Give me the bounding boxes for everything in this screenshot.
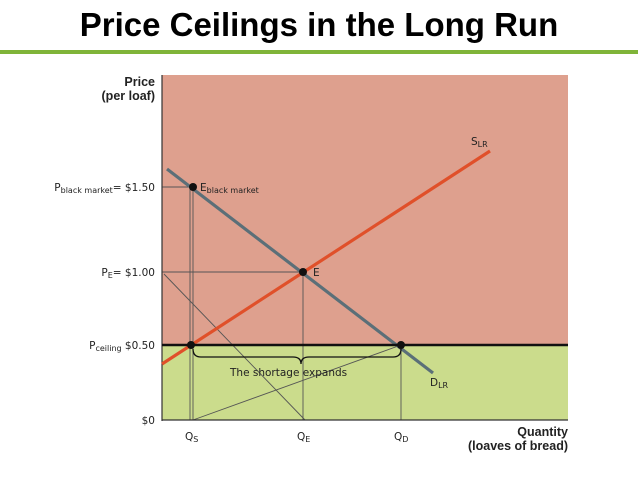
title-rule	[0, 50, 638, 54]
equilibrium-point-label: E	[313, 267, 320, 279]
qs-label: QS	[185, 431, 198, 444]
black-market-point	[189, 183, 197, 191]
black-market-point-label: Eblack market	[200, 182, 259, 195]
demand-curve-label: DLR	[430, 377, 449, 390]
zero-price-label: $0	[142, 415, 155, 427]
shortage-brace	[192, 348, 402, 365]
equilibrium-price-label: PE= $1.00	[101, 267, 155, 280]
equilibrium-point	[299, 268, 307, 276]
black-market-price-label: Pblack market= $1.50	[54, 182, 155, 195]
x-axis-title-line1: Quantity	[517, 425, 568, 439]
diagonal-guide-left	[163, 273, 306, 421]
y-axis-title-line2: (per loaf)	[102, 89, 155, 103]
slide-title: Price Ceilings in the Long Run	[79, 6, 559, 43]
above-ceiling-region	[162, 75, 568, 345]
shortage-annotation: The shortage expands	[229, 367, 347, 379]
qe-label: QE	[297, 431, 310, 444]
ceiling-price-label: Pceiling $0.50	[89, 340, 155, 353]
ceiling-demand-point	[397, 341, 405, 349]
y-axis-title-line1: Price	[124, 75, 155, 89]
supply-curve-label: SLR	[471, 136, 488, 149]
x-axis-title-line2: (loaves of bread)	[468, 439, 568, 453]
qd-label: QD	[394, 431, 408, 444]
supply-curve	[161, 149, 491, 366]
ceiling-supply-point	[187, 341, 195, 349]
